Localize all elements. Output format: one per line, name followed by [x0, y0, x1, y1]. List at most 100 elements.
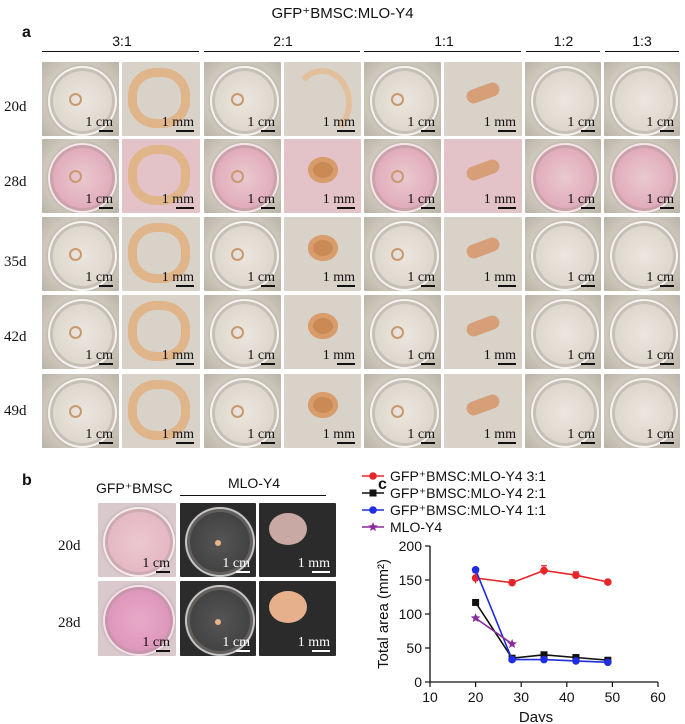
zoom-photo-3-1-28d: 1 mm: [122, 139, 200, 213]
data-point: [471, 566, 480, 574]
data-point: [604, 578, 612, 586]
tissue-sample: [230, 93, 244, 106]
tissue-sample: [230, 405, 244, 418]
dish-photo-1-2-20d: 1 cm: [525, 62, 601, 136]
tissue-sample: [230, 326, 244, 339]
ratio-header-1-1: 1:1: [434, 33, 454, 49]
petri-dish: [48, 66, 117, 136]
dish-photo-1-2-42d: 1 cm: [525, 295, 601, 369]
petri-dish: [48, 143, 117, 213]
scale-bar-cm: 1 cm: [85, 115, 113, 132]
scale-bar-cm: 1 cm: [567, 427, 595, 444]
scale-bar-mm: 1 mm: [297, 556, 330, 573]
tissue-closeup: [128, 68, 190, 128]
zoom-photo-2-1-20d: 1 mm: [284, 62, 361, 136]
ratio-rule-2-1: [204, 51, 360, 52]
ratio-header-1-3: 1:3: [632, 33, 652, 49]
panel-b-letter: b: [22, 472, 32, 489]
zoom-photo-3-1-35d: 1 mm: [122, 217, 200, 291]
x-axis-label: Days: [519, 709, 553, 722]
scale-bar-cm: 1 cm: [646, 348, 674, 365]
tissue-sample: [390, 405, 404, 418]
y-tick-label: 100: [399, 606, 423, 622]
scale-bar-mm: 1 mm: [161, 348, 194, 365]
scale-bar-cm: 1 cm: [567, 270, 595, 287]
row-label-42d: 42d: [4, 329, 27, 345]
dish-photo-2-1-42d: 1 cm: [204, 295, 281, 369]
tissue-closeup: [269, 591, 307, 623]
tissue-closeup: [464, 235, 502, 261]
scale-bar-mm: 1 mm: [322, 115, 355, 132]
zoom-photo-1-1-20d: 1 mm: [444, 62, 522, 136]
ratio-rule-1-1: [364, 51, 521, 52]
zoom-photo-2-1-42d: 1 mm: [284, 295, 361, 369]
petri-dish: [370, 378, 439, 448]
x-tick-label: 30: [513, 689, 529, 705]
scale-bar-mm: 1 mm: [161, 270, 194, 287]
data-point: [369, 472, 377, 480]
zoom-photo-2-1-35d: 1 mm: [284, 217, 361, 291]
tissue-closeup: [128, 301, 190, 361]
dish-photo-3-1-20d: 1 cm: [42, 62, 119, 136]
mlo-dish-photo-20d: 1 cm: [180, 503, 256, 577]
scale-bar-mm: 1 mm: [483, 192, 516, 209]
ratio-header-2-1: 2:1: [273, 33, 293, 49]
scale-bar-mm: 1 mm: [483, 348, 516, 365]
petri-dish: [370, 299, 439, 369]
panel-a-title: GFP⁺BMSC:MLO-Y4: [271, 5, 414, 22]
petri-dish: [210, 143, 279, 213]
scale-bar-cm: 1 cm: [646, 427, 674, 444]
scale-bar-cm: 1 cm: [247, 270, 275, 287]
dish-photo-3-1-35d: 1 cm: [42, 217, 119, 291]
ratio-rule-1-3: [605, 51, 679, 52]
data-point: [368, 522, 378, 531]
scale-bar-cm: 1 cm: [222, 635, 250, 652]
mlo-dish-photo-28d: 1 cm: [180, 581, 256, 656]
data-point: [470, 613, 481, 623]
dish-photo-1-2-35d: 1 cm: [525, 217, 601, 291]
x-tick-label: 20: [468, 689, 484, 705]
scale-bar-cm: 1 cm: [247, 427, 275, 444]
panel-b-mlo-rule: [180, 495, 326, 496]
scale-bar-cm: 1 cm: [567, 115, 595, 132]
tissue-sample: [390, 326, 404, 339]
area-line-chart: 0 50 100 150 200 10 20 30 40 50 60 Days Total area (…: [362, 468, 666, 722]
panel-b-bmsc-label: GFP⁺BMSC: [96, 480, 173, 496]
mlo-zoom-photo-28d: 1 mm: [259, 581, 336, 656]
legend-entry: GFP⁺BMSC:MLO-Y4 3:1: [390, 468, 546, 484]
tissue-sample: [68, 248, 82, 261]
scale-bar-mm: 1 mm: [161, 427, 194, 444]
dish-photo-3-1-28d: 1 cm: [42, 139, 119, 213]
petri-dish: [103, 507, 175, 577]
dish-photo-1-3-20d: 1 cm: [604, 62, 680, 136]
data-point: [369, 506, 377, 514]
tissue-sample: [68, 326, 82, 339]
tissue-closeup: [128, 145, 190, 205]
dish-photo-3-1-42d: 1 cm: [42, 295, 119, 369]
panel-c-letter: c: [378, 476, 387, 493]
tissue-sample: [68, 93, 82, 106]
tissue-closeup: [308, 392, 338, 418]
panel-a-letter: a: [22, 24, 31, 41]
scale-bar-cm: 1 cm: [85, 270, 113, 287]
tissue-sample: [68, 170, 82, 183]
row-label-20d: 20d: [4, 99, 27, 115]
dish-photo-1-3-35d: 1 cm: [604, 217, 680, 291]
tissue-sample: [390, 248, 404, 261]
legend-entry: GFP⁺BMSC:MLO-Y4 1:1: [390, 502, 546, 518]
ratio-rule-1-2: [526, 51, 600, 52]
row-label-49d: 49d: [4, 403, 27, 419]
petri-dish: [48, 299, 117, 369]
zoom-photo-2-1-28d: 1 mm: [284, 139, 361, 213]
data-point: [472, 598, 480, 606]
x-tick-label: 60: [650, 689, 666, 705]
tissue-sample: [215, 618, 221, 625]
data-point: [572, 657, 580, 665]
petri-dish: [610, 299, 678, 369]
x-tick-label: 40: [559, 689, 575, 705]
dish-photo-1-1-42d: 1 cm: [364, 295, 441, 369]
scale-bar-mm: 1 mm: [322, 270, 355, 287]
scale-bar-cm: 1 cm: [646, 192, 674, 209]
tissue-sample: [390, 170, 404, 183]
zoom-photo-1-1-35d: 1 mm: [444, 217, 522, 291]
